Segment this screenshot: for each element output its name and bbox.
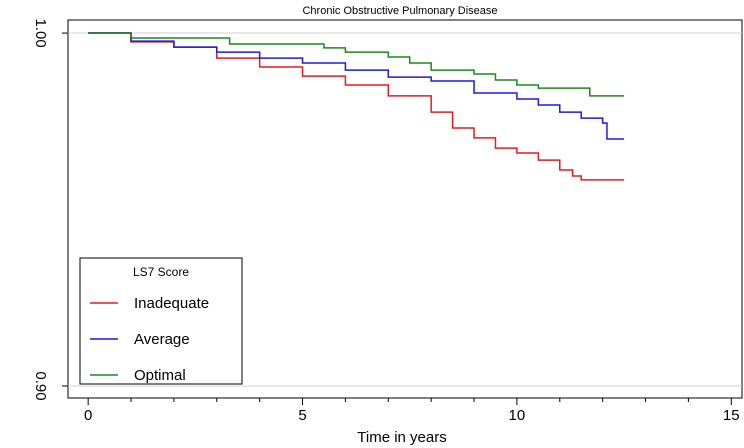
x-tick-label: 5: [298, 407, 306, 424]
legend-label: Optimal: [134, 367, 186, 384]
legend-title: LS7 Score: [133, 265, 189, 279]
x-tick-label: 0: [84, 407, 92, 424]
y-tick-label: 0.90: [32, 371, 49, 400]
x-tick-label: 15: [723, 407, 740, 424]
plot-frame: [67, 19, 743, 399]
x-tick-label: 10: [509, 407, 526, 424]
legend-box: [79, 257, 243, 385]
x-axis-label: Time in years: [357, 429, 446, 446]
legend-label: Average: [134, 331, 190, 348]
survival-curve: [88, 32, 625, 140]
chart-title: Chronic Obstructive Pulmonary Disease: [302, 5, 497, 17]
legend-label: Inadequate: [134, 295, 209, 312]
survival-curve: [88, 32, 625, 97]
y-tick-label: 1.00: [32, 18, 49, 47]
survival-curve: [88, 32, 625, 181]
